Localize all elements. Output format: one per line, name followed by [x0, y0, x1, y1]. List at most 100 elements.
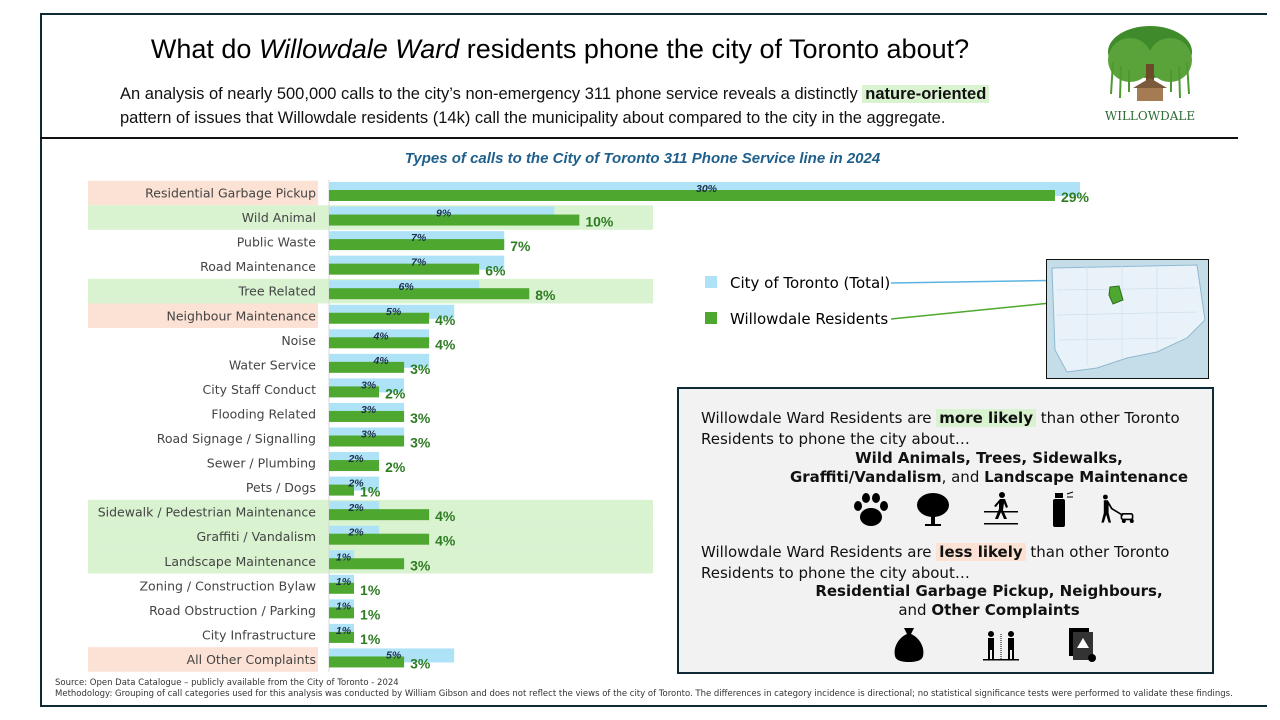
category-label: Noise: [281, 333, 316, 348]
data-label-city: 2%: [347, 527, 364, 539]
category-label: All Other Complaints: [187, 652, 316, 667]
more-likely-items-2: Graffiti/Vandalism, and Landscape Mainte…: [789, 468, 1189, 486]
willowdale-logo: WILLOWDALE: [1085, 22, 1215, 128]
bar-willowdale: [329, 337, 430, 349]
category-label: Tree Related: [238, 284, 317, 299]
pedestrian-sidewalk-icon: [984, 492, 1018, 525]
bar-willowdale: [329, 533, 430, 545]
data-label-city: 1%: [336, 551, 352, 563]
data-label-willowdale: 3%: [410, 655, 431, 671]
data-label-city: 9%: [436, 208, 452, 220]
data-label-willowdale: 4%: [435, 336, 456, 352]
data-label-city: 1%: [336, 625, 352, 637]
data-label-willowdale: 3%: [410, 557, 431, 573]
data-label-city: 3%: [361, 429, 377, 441]
chart-title: Types of calls to the City of Toronto 31…: [404, 150, 881, 167]
category-label: Water Service: [229, 357, 316, 372]
data-label-city: 6%: [399, 281, 415, 293]
data-label-willowdale: 7%: [510, 238, 531, 254]
bar-willowdale: [329, 239, 505, 251]
highlight-band-less: [88, 180, 318, 206]
category-label: Road Signage / Signalling: [157, 431, 316, 446]
data-label-willowdale: 6%: [485, 263, 506, 279]
bar-willowdale: [329, 509, 430, 521]
category-label: Zoning / Construction Bylaw: [139, 578, 316, 593]
less-likely-text-2: Residents to phone the city about…: [701, 564, 970, 582]
category-label: City Infrastructure: [202, 627, 316, 642]
data-label-willowdale: 2%: [385, 459, 406, 475]
data-label-willowdale: 1%: [360, 484, 381, 500]
source-note: Source: Open Data Catalogue – publicly a…: [55, 678, 399, 688]
data-label-willowdale: 3%: [410, 435, 431, 451]
highlight-band-less: [88, 303, 318, 328]
data-label-city: 1%: [336, 600, 352, 612]
data-label-city: 30%: [696, 183, 718, 195]
bar-willowdale: [329, 263, 480, 275]
methodology-note: Methodology: Grouping of call categories…: [55, 689, 1233, 699]
data-label-willowdale: 4%: [435, 312, 456, 328]
bar-willowdale: [329, 312, 430, 324]
data-label-city: 2%: [347, 502, 364, 514]
page-title: What do Willowdale Ward residents phone …: [150, 34, 970, 64]
data-label-city: 2%: [347, 453, 364, 465]
garbage-bag-icon: [894, 628, 924, 662]
data-label-city: 7%: [411, 257, 427, 269]
subtitle-line-2: pattern of issues that Willowdale reside…: [120, 109, 946, 127]
data-label-city: 5%: [386, 306, 402, 318]
less-likely-items-1: Residential Garbage Pickup, Neighbours,: [815, 582, 1163, 600]
data-label-city: 1%: [336, 576, 352, 588]
data-label-city: 2%: [347, 478, 364, 490]
data-label-willowdale: 2%: [385, 385, 406, 401]
data-label-city: 3%: [361, 404, 377, 416]
category-label: Road Maintenance: [200, 259, 316, 274]
header-divider: [40, 137, 1238, 139]
category-label: City Staff Conduct: [203, 382, 317, 397]
category-label: Sidewalk / Pedestrian Maintenance: [98, 505, 317, 520]
bar-willowdale: [329, 288, 530, 300]
category-label: Residential Garbage Pickup: [145, 186, 316, 201]
data-label-willowdale: 10%: [585, 214, 614, 230]
category-label: Neighbour Maintenance: [167, 308, 317, 323]
more-likely-text: Willowdale Ward Residents are more likel…: [701, 409, 1180, 427]
data-label-city: 3%: [361, 379, 377, 391]
bar-willowdale: [329, 631, 355, 643]
bar-willowdale: [329, 361, 405, 373]
subtitle-line-1: An analysis of nearly 500,000 calls to t…: [120, 85, 990, 104]
category-label: Road Obstruction / Parking: [149, 603, 316, 618]
data-label-city: 4%: [372, 355, 389, 367]
complaint-document-icon: [1069, 628, 1096, 662]
bar-willowdale: [329, 607, 355, 619]
slide-frame: [40, 13, 1267, 707]
spray-can-icon: [1053, 491, 1074, 527]
legend-swatch-willowdale: [705, 312, 717, 324]
data-label-willowdale: 1%: [360, 582, 381, 598]
data-label-willowdale: 8%: [535, 287, 556, 303]
bar-willowdale: [329, 214, 580, 226]
data-label-willowdale: 4%: [435, 508, 456, 524]
category-label: Pets / Dogs: [246, 480, 316, 495]
legend-swatch-city: [705, 276, 717, 288]
more-likely-items-1: Wild Animals, Trees, Sidewalks,: [855, 449, 1123, 467]
category-label: Sewer / Plumbing: [207, 456, 316, 471]
bar-willowdale: [329, 484, 355, 496]
paw-icon: [854, 493, 888, 526]
category-label: Flooding Related: [211, 406, 316, 421]
less-likely-items-2: and Other Complaints: [898, 601, 1080, 619]
legend: City of Toronto (Total) Willowdale Resid…: [705, 274, 1149, 328]
legend-label-city: City of Toronto (Total): [730, 274, 890, 292]
data-label-city: 4%: [372, 330, 389, 342]
willowdale-ward-shape: [1108, 285, 1124, 305]
tree-icon: [917, 493, 949, 526]
bar-willowdale: [329, 558, 405, 570]
bar-willowdale: [329, 460, 380, 472]
bar-willowdale: [329, 386, 380, 398]
data-label-city: 5%: [386, 649, 402, 661]
category-label: Wild Animal: [242, 210, 316, 225]
insights-box: Willowdale Ward Residents are more likel…: [677, 387, 1214, 674]
more-likely-text-2: Residents to phone the city about…: [701, 430, 970, 448]
category-label: Landscape Maintenance: [164, 554, 316, 569]
svg-text:WILLOWDALE: WILLOWDALE: [1105, 109, 1195, 123]
data-label-willowdale: 1%: [360, 606, 381, 622]
category-label: Graffiti / Vandalism: [197, 529, 317, 544]
data-label-willowdale: 3%: [410, 410, 431, 426]
